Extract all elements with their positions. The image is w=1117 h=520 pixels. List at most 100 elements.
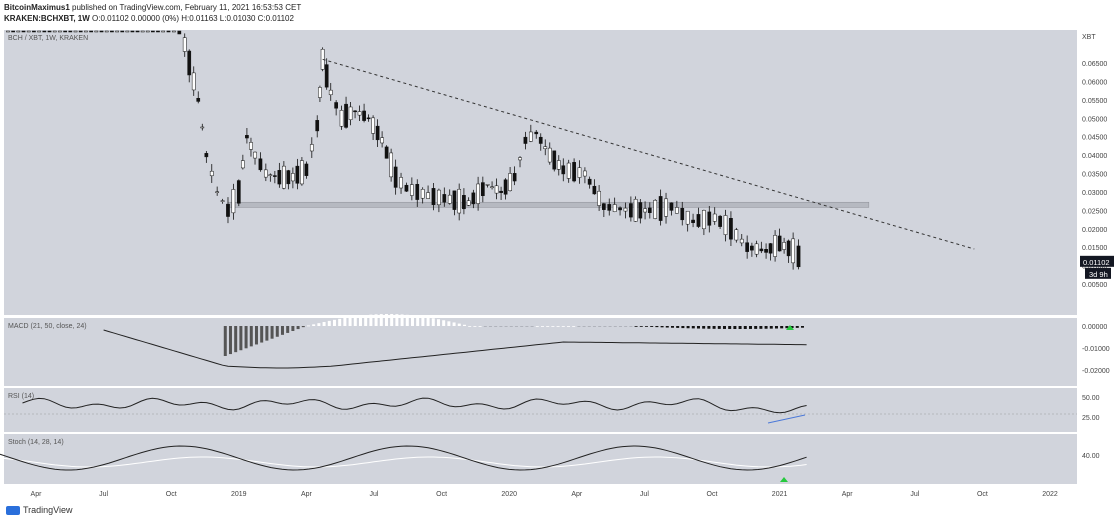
macd-histogram-bar xyxy=(670,326,674,328)
rsi-panel-title: RSI (14) xyxy=(8,393,34,400)
macd-histogram-bar xyxy=(426,317,430,326)
candle-body xyxy=(685,210,690,225)
macd-histogram-bar xyxy=(577,326,581,327)
macd-histogram-bar xyxy=(509,326,513,327)
chart-area[interactable]: BCH / XBT, 1W, KRAKEN MACD (21, 50, clos… xyxy=(0,26,1117,504)
macd-histogram-bar xyxy=(743,326,747,329)
author-name[interactable]: BitcoinMaximus1 xyxy=(4,3,70,12)
candle-body xyxy=(480,182,485,196)
time-tick-label: Apr xyxy=(842,491,854,498)
rsi-panel xyxy=(4,388,1077,432)
macd-tick-label: -0.02000 xyxy=(1082,368,1110,375)
candle-body xyxy=(389,152,393,178)
candle-body xyxy=(68,30,73,33)
candle-body xyxy=(607,204,612,211)
macd-histogram-bar xyxy=(650,326,654,327)
candle-body xyxy=(300,160,304,185)
candle-body xyxy=(442,194,447,203)
macd-histogram-bar xyxy=(608,326,612,327)
macd-histogram-bar xyxy=(754,326,758,329)
macd-histogram-bar xyxy=(624,326,628,327)
macd-histogram-bar xyxy=(265,326,269,341)
candle-body xyxy=(104,30,109,33)
macd-histogram-bar xyxy=(629,326,633,327)
time-tick-label: Oct xyxy=(977,491,988,498)
candle-body xyxy=(282,165,286,189)
candle-body xyxy=(375,125,380,141)
footer-brand[interactable]: TradingView xyxy=(23,505,73,515)
candle-body xyxy=(786,240,791,257)
candle-body xyxy=(437,189,441,206)
candle-body xyxy=(592,185,597,195)
candle-body xyxy=(253,151,257,159)
macd-histogram-bar xyxy=(587,326,591,327)
candle-body xyxy=(380,137,384,144)
candle-body xyxy=(508,173,512,192)
time-tick-label: Oct xyxy=(436,491,447,498)
candle-body xyxy=(328,89,333,96)
time-tick-label: Apr xyxy=(301,491,313,498)
macd-histogram-bar xyxy=(457,323,461,326)
macd-histogram-bar xyxy=(603,326,607,327)
price-tick-label: 0.05000 xyxy=(1082,116,1107,123)
macd-histogram-bar xyxy=(722,326,726,329)
macd-histogram-bar xyxy=(572,326,576,327)
ohlc-readout: O:0.01102 0.00000 (0%) H:0.01163 L:0.010… xyxy=(92,14,294,23)
macd-histogram-bar xyxy=(618,326,622,327)
candle-body xyxy=(566,162,571,179)
candle-body xyxy=(415,183,420,200)
candle-body xyxy=(466,200,471,206)
stoch-cross-marker xyxy=(780,477,788,482)
candle-body xyxy=(462,195,466,210)
candle-body xyxy=(556,160,561,170)
macd-histogram-bar xyxy=(556,326,560,327)
candle-body xyxy=(647,207,652,213)
macd-histogram-bar xyxy=(317,323,321,326)
macd-histogram-bar xyxy=(312,324,316,326)
candle-body xyxy=(191,72,196,91)
candle-body xyxy=(547,147,552,163)
candle-body xyxy=(718,215,722,227)
candle-body xyxy=(583,170,587,177)
candle-body xyxy=(499,190,503,193)
candle-body xyxy=(362,110,366,121)
candle-body xyxy=(729,218,733,240)
candle-body xyxy=(572,162,576,182)
candle-body xyxy=(73,30,78,33)
time-tick-label: Oct xyxy=(166,491,177,498)
macd-panel xyxy=(4,318,1077,386)
candle-body xyxy=(750,245,754,251)
candle-body xyxy=(745,242,750,252)
candle-body xyxy=(182,37,187,52)
chart-title: BCH / XBT, 1W, KRAKEN xyxy=(8,35,88,42)
time-tick-label: 2019 xyxy=(231,491,247,498)
candle-body xyxy=(528,131,533,142)
candle-body xyxy=(669,202,674,211)
tradingview-logo-icon xyxy=(6,505,20,515)
candle-body xyxy=(759,248,764,252)
macd-histogram-bar xyxy=(343,317,347,326)
candle-body xyxy=(84,30,88,33)
macd-histogram-bar xyxy=(374,314,378,326)
macd-histogram-bar xyxy=(348,317,352,326)
candle-body xyxy=(318,87,322,98)
price-tick-label: 0.02000 xyxy=(1082,227,1107,234)
macd-histogram-bar xyxy=(717,326,721,329)
price-tick-label: XBT xyxy=(1082,34,1096,41)
macd-histogram-bar xyxy=(239,326,243,351)
candle-body xyxy=(552,150,557,170)
macd-histogram-bar xyxy=(327,320,331,326)
candle-body xyxy=(457,188,462,214)
candle-body xyxy=(353,110,357,113)
candle-body xyxy=(200,126,205,129)
candle-body xyxy=(344,103,348,128)
macd-histogram-bar xyxy=(520,326,524,327)
macd-histogram-bar xyxy=(535,326,539,327)
candle-body xyxy=(196,97,201,102)
candle-body xyxy=(47,30,52,33)
candle-body xyxy=(796,245,801,268)
chart-header: BitcoinMaximus1 published on TradingView… xyxy=(4,2,301,24)
candle-body xyxy=(723,215,728,235)
macd-histogram-bar xyxy=(306,325,310,327)
macd-histogram-bar xyxy=(774,326,778,329)
